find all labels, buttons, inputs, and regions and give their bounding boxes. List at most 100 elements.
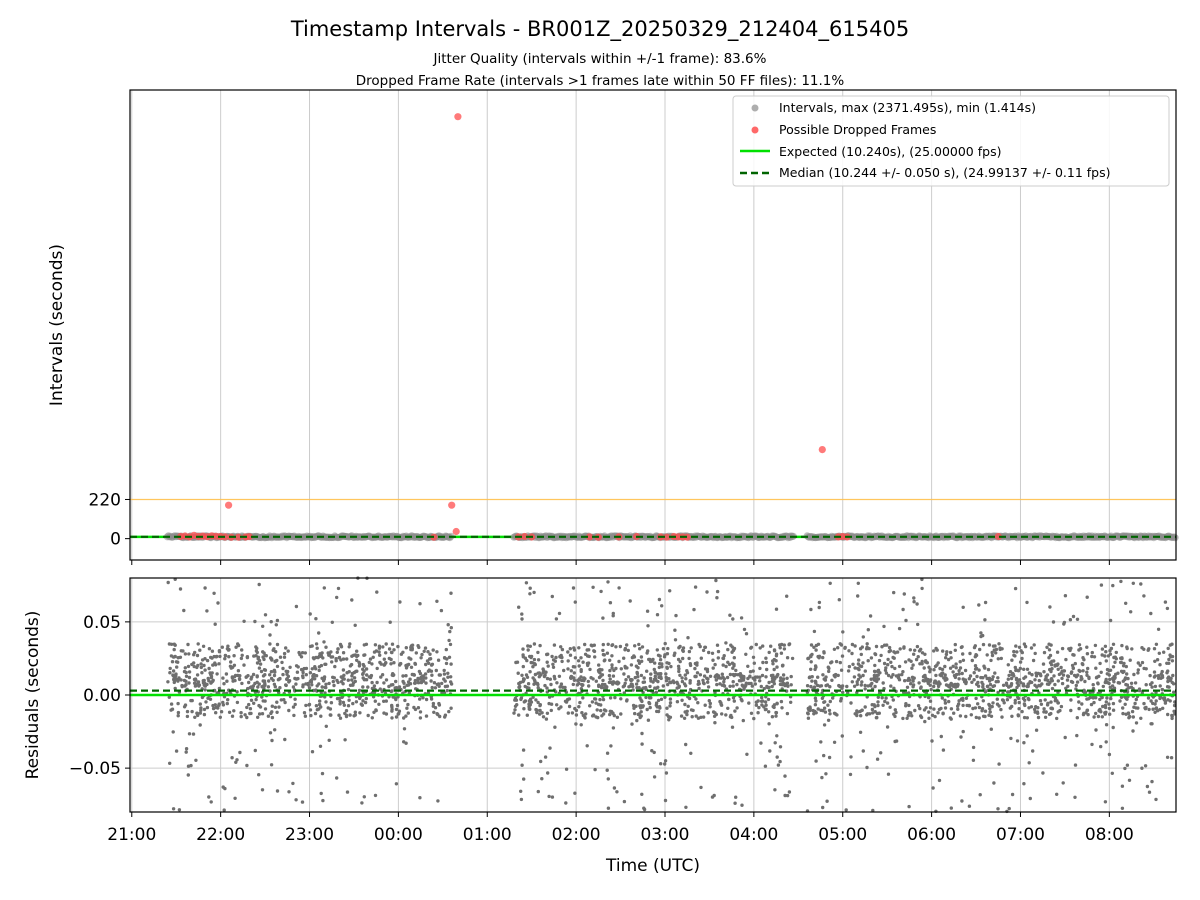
- residual-point: [716, 656, 720, 660]
- residual-point: [1020, 656, 1024, 661]
- residual-point: [594, 701, 598, 705]
- residual-point: [377, 702, 381, 706]
- residual-point: [519, 697, 523, 702]
- residual-point: [1036, 711, 1040, 715]
- residual-point: [548, 677, 552, 681]
- residual-point: [525, 713, 529, 717]
- residual-point: [342, 703, 346, 707]
- residual-point: [957, 677, 961, 681]
- residual-point: [239, 656, 244, 661]
- residual-point: [1090, 654, 1094, 659]
- residual-point: [1082, 658, 1086, 662]
- residual-point: [551, 665, 556, 669]
- residual-point: [819, 684, 824, 688]
- residual-point: [449, 675, 453, 679]
- residual-point: [813, 703, 818, 707]
- residual-point: [571, 682, 575, 687]
- residual-point: [1158, 684, 1162, 688]
- residual-point: [268, 673, 272, 677]
- residual-point: [566, 659, 570, 663]
- residual-point: [996, 807, 1000, 811]
- residual-point: [523, 684, 527, 689]
- residual-point: [193, 650, 197, 655]
- residual-point: [869, 684, 873, 688]
- residual-point: [949, 806, 953, 810]
- residual-point: [610, 663, 614, 667]
- residual-point: [859, 652, 863, 657]
- residual-point: [661, 684, 665, 688]
- residual-point: [923, 673, 927, 678]
- residual-point: [370, 662, 374, 666]
- residual-point: [336, 647, 340, 651]
- residual-point: [771, 662, 775, 666]
- residual-point: [639, 673, 644, 678]
- residual-point: [943, 701, 948, 705]
- residual-point: [1010, 658, 1014, 662]
- residual-point: [622, 799, 627, 804]
- residual-point: [1015, 739, 1020, 743]
- residual-point: [623, 666, 628, 670]
- residual-point: [367, 675, 371, 679]
- residual-point: [732, 656, 736, 660]
- residual-point: [893, 666, 897, 671]
- residual-point: [1148, 682, 1153, 687]
- residual-point: [569, 669, 573, 673]
- residual-point: [269, 763, 274, 767]
- residual-point: [823, 710, 828, 714]
- residual-point: [707, 650, 711, 655]
- residual-point: [321, 679, 326, 683]
- residual-point: [401, 674, 405, 678]
- residual-point: [861, 635, 865, 639]
- residual-point: [1155, 658, 1160, 662]
- residual-point: [949, 717, 953, 721]
- residual-point: [550, 594, 554, 599]
- residual-point: [205, 658, 210, 663]
- residual-point: [1048, 667, 1052, 672]
- residual-point: [232, 663, 237, 667]
- residual-point: [529, 660, 533, 665]
- residual-point: [761, 644, 765, 648]
- residual-point: [382, 681, 386, 685]
- residual-point: [808, 708, 812, 713]
- residual-point: [390, 707, 394, 712]
- residual-point: [240, 648, 244, 652]
- residual-point: [538, 643, 542, 648]
- residual-point: [911, 685, 915, 689]
- residual-point: [233, 673, 238, 678]
- residual-point: [1025, 734, 1029, 738]
- residual-point: [323, 685, 327, 690]
- residual-point: [536, 789, 540, 794]
- residual-point: [787, 790, 792, 794]
- residual-point: [770, 715, 775, 719]
- residual-point: [317, 654, 322, 658]
- residual-point: [392, 648, 396, 652]
- residual-point: [858, 647, 863, 651]
- residual-point: [423, 672, 428, 676]
- residual-point: [1033, 683, 1037, 687]
- residual-point: [446, 671, 450, 675]
- residual-point: [869, 677, 873, 681]
- residual-point: [294, 682, 298, 686]
- residual-point: [1060, 676, 1064, 681]
- residual-point: [293, 702, 297, 707]
- residual-point: [860, 680, 864, 684]
- residual-point: [1050, 679, 1055, 683]
- residual-point: [967, 704, 972, 708]
- residual-point: [429, 679, 433, 683]
- residual-point: [416, 706, 421, 710]
- residual-point: [916, 655, 920, 659]
- residual-point: [640, 792, 644, 796]
- residual-point: [953, 642, 957, 647]
- residual-point: [353, 710, 357, 714]
- residual-point: [952, 711, 956, 715]
- residual-point: [653, 661, 657, 665]
- residual-point: [1066, 674, 1070, 678]
- residual-point: [658, 654, 662, 658]
- residual-point: [517, 685, 521, 689]
- residual-point: [608, 601, 613, 605]
- residual-point: [442, 672, 447, 676]
- residual-point: [364, 667, 369, 671]
- residual-point: [957, 672, 961, 676]
- residual-point: [406, 702, 410, 707]
- residual-point: [881, 681, 885, 685]
